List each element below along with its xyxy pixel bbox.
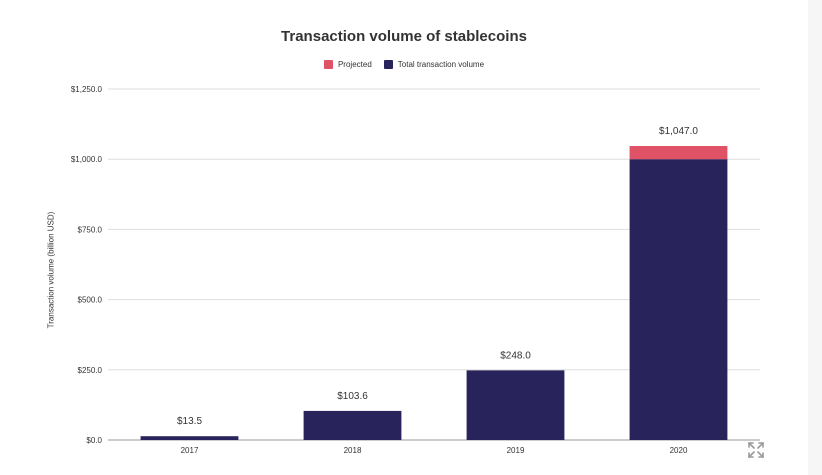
y-tick-label: $500.0 bbox=[78, 296, 103, 305]
x-tick-label: 2020 bbox=[670, 446, 688, 455]
x-tick-label: 2019 bbox=[507, 446, 525, 455]
bar-total bbox=[303, 410, 402, 440]
expand-icon[interactable] bbox=[746, 440, 766, 460]
x-tick-label: 2017 bbox=[181, 446, 199, 455]
data-label: $1,047.0 bbox=[659, 126, 698, 137]
legend-item-projected[interactable]: Projected bbox=[323, 60, 372, 69]
y-tick-label: $250.0 bbox=[78, 366, 103, 375]
expand-icon-glyph bbox=[748, 442, 764, 458]
side-scrollbar-area bbox=[808, 0, 822, 475]
bar-total bbox=[140, 436, 239, 440]
chart-title: Transaction volume of stablecoins bbox=[281, 28, 527, 45]
legend-item-total[interactable]: Total transaction volume bbox=[383, 60, 485, 69]
legend-label-total: Total transaction volume bbox=[397, 60, 485, 69]
legend-swatch-total bbox=[383, 60, 393, 69]
x-tick-label: 2018 bbox=[344, 446, 362, 455]
y-tick-label: $1,250.0 bbox=[71, 85, 103, 94]
y-tick-label: $750.0 bbox=[78, 225, 103, 234]
legend-swatch-projected bbox=[323, 60, 333, 69]
chart-legend: Projected Total transaction volume bbox=[0, 60, 808, 69]
y-tick-label: $0.0 bbox=[86, 436, 102, 445]
bar-total bbox=[466, 370, 565, 440]
bar-total bbox=[629, 159, 728, 440]
y-tick-label: $1,000.0 bbox=[71, 155, 103, 164]
bar-projected bbox=[629, 146, 728, 160]
data-label: $13.5 bbox=[177, 416, 202, 427]
data-label: $248.0 bbox=[500, 350, 531, 361]
data-label: $103.6 bbox=[337, 391, 368, 402]
legend-label-projected: Projected bbox=[337, 60, 372, 69]
